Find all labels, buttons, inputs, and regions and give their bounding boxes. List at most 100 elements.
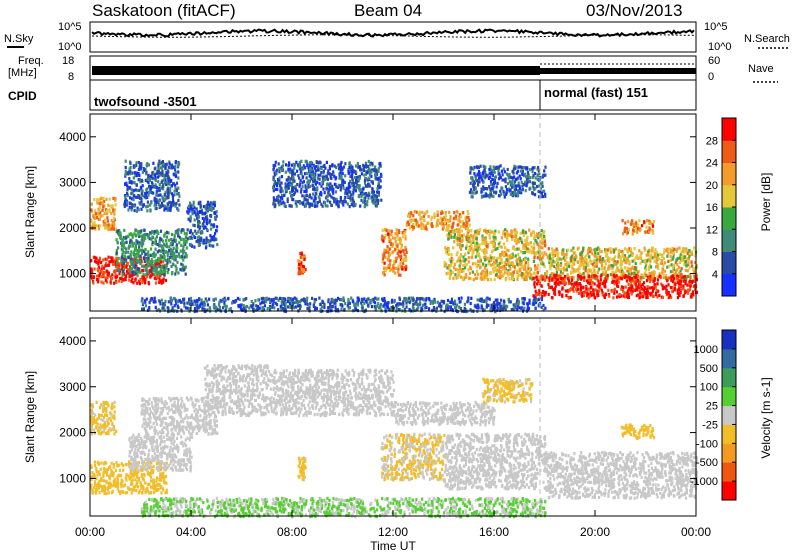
data-cell bbox=[501, 265, 504, 269]
data-cell bbox=[125, 236, 128, 240]
data-cell bbox=[277, 194, 280, 198]
data-cell bbox=[392, 264, 395, 268]
data-cell bbox=[120, 261, 123, 265]
data-cell bbox=[594, 254, 597, 258]
data-cell bbox=[556, 282, 559, 286]
data-cell bbox=[555, 273, 558, 277]
data-cell bbox=[362, 187, 365, 191]
data-cell bbox=[144, 191, 147, 196]
data-cell bbox=[515, 231, 518, 235]
data-cell bbox=[370, 170, 373, 174]
data-cell bbox=[164, 263, 167, 267]
data-cell bbox=[404, 230, 407, 234]
data-cell bbox=[387, 232, 390, 236]
data-cell bbox=[452, 266, 456, 270]
data-cell bbox=[543, 278, 546, 282]
data-cell bbox=[453, 240, 456, 244]
data-cell bbox=[397, 270, 400, 274]
data-cell bbox=[172, 172, 175, 176]
data-cell bbox=[394, 266, 397, 270]
data-cell bbox=[137, 233, 140, 237]
data-cell bbox=[137, 243, 141, 247]
data-cell bbox=[491, 240, 494, 244]
data-cell bbox=[136, 258, 139, 262]
data-cell bbox=[687, 262, 690, 267]
data-cell bbox=[532, 173, 535, 177]
data-cell bbox=[469, 181, 472, 185]
data-cell bbox=[279, 196, 282, 200]
data-cell bbox=[124, 278, 127, 282]
data-cell bbox=[185, 235, 188, 239]
data-cell bbox=[311, 183, 314, 187]
data-cell bbox=[119, 235, 122, 239]
data-cell bbox=[532, 259, 535, 263]
data-cell bbox=[575, 269, 578, 273]
data-cell bbox=[118, 272, 121, 276]
data-cell bbox=[289, 170, 292, 174]
data-cell bbox=[484, 255, 487, 259]
data-cell bbox=[132, 264, 135, 269]
data-cell bbox=[501, 173, 504, 177]
data-cell bbox=[670, 295, 673, 299]
data-cell bbox=[382, 271, 385, 275]
data-cell bbox=[185, 232, 188, 236]
data-cell bbox=[505, 258, 508, 262]
data-cell bbox=[272, 189, 275, 193]
data-cell bbox=[652, 273, 655, 277]
data-cell bbox=[589, 281, 592, 285]
data-cell bbox=[470, 176, 473, 180]
data-cell bbox=[485, 276, 488, 280]
data-cell bbox=[298, 167, 301, 171]
data-cell bbox=[678, 256, 681, 260]
data-cell bbox=[147, 281, 150, 285]
data-cell bbox=[492, 185, 495, 189]
data-cell bbox=[397, 237, 400, 242]
data-cell bbox=[170, 237, 173, 242]
data-cell bbox=[504, 234, 507, 238]
data-cell bbox=[157, 275, 160, 279]
data-cell bbox=[158, 280, 161, 284]
data-cell bbox=[583, 292, 586, 296]
data-cell bbox=[681, 247, 684, 251]
data-cell bbox=[256, 305, 259, 309]
data-cell bbox=[98, 259, 101, 263]
data-cell bbox=[397, 264, 400, 268]
data-cell bbox=[511, 191, 514, 195]
data-cell bbox=[541, 181, 544, 185]
data-cell bbox=[273, 200, 276, 204]
data-cell bbox=[518, 187, 521, 191]
data-cell bbox=[174, 204, 177, 208]
data-cell bbox=[662, 276, 665, 280]
data-cell bbox=[162, 277, 165, 281]
data-cell bbox=[206, 200, 210, 204]
data-cell bbox=[175, 188, 178, 192]
data-cell bbox=[447, 220, 450, 224]
data-cell bbox=[528, 180, 531, 184]
data-cell bbox=[626, 249, 629, 253]
data-cell bbox=[155, 259, 158, 263]
data-cell bbox=[597, 285, 600, 289]
data-cell bbox=[307, 179, 310, 183]
data-cell bbox=[531, 277, 534, 281]
data-cell bbox=[364, 177, 367, 181]
data-cell bbox=[493, 262, 496, 266]
data-cell bbox=[681, 287, 685, 291]
data-cell bbox=[478, 252, 481, 256]
data-cell bbox=[508, 173, 511, 177]
data-cell bbox=[552, 254, 555, 258]
data-cell bbox=[612, 274, 615, 278]
data-cell bbox=[543, 230, 546, 234]
data-cell bbox=[113, 208, 117, 212]
data-cell bbox=[109, 280, 112, 284]
data-cell bbox=[497, 242, 500, 246]
data-cell bbox=[529, 176, 532, 180]
data-cell bbox=[528, 271, 531, 275]
data-cell bbox=[500, 236, 503, 240]
data-cell bbox=[464, 225, 467, 229]
data-cell bbox=[290, 163, 294, 167]
data-cell bbox=[523, 267, 526, 272]
data-cell bbox=[157, 264, 160, 268]
data-cell bbox=[272, 175, 275, 179]
data-cell bbox=[136, 188, 139, 192]
data-cell bbox=[115, 264, 118, 269]
